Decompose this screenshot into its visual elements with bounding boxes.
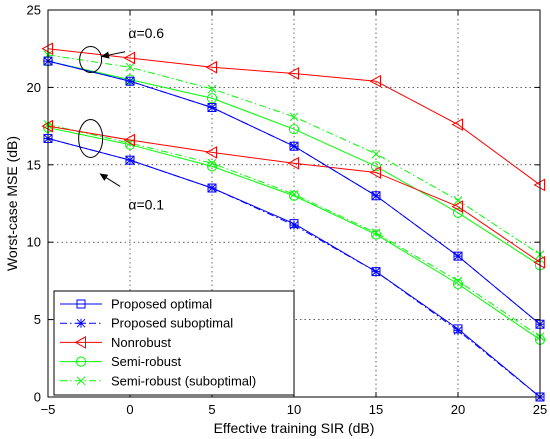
data-point	[452, 207, 464, 218]
annotation-ellipse	[78, 118, 104, 158]
annotation-ellipse	[79, 46, 103, 74]
y-tick-label: 20	[27, 80, 41, 95]
data-point	[453, 324, 463, 334]
x-tick-label: 25	[533, 402, 547, 417]
data-point	[453, 251, 463, 261]
data-point	[289, 219, 299, 229]
data-point	[206, 161, 218, 172]
arrow-head	[99, 173, 109, 181]
data-point	[287, 156, 299, 170]
data-point	[206, 93, 218, 104]
series-proposed-optimal	[43, 56, 545, 402]
data-point	[123, 133, 135, 147]
legend-label: Semi-robust	[111, 354, 181, 369]
legend-label: Semi-robust (suboptimal)	[111, 373, 256, 388]
data-point	[207, 183, 217, 193]
legend-label: Proposed optimal	[111, 297, 212, 312]
legend-entry: Nonrobust	[60, 335, 171, 350]
data-point	[125, 155, 135, 165]
data-point	[76, 299, 86, 309]
y-tick-label: 5	[34, 312, 41, 327]
data-point	[371, 191, 381, 201]
series-line	[47, 125, 541, 263]
y-tick-label: 25	[27, 3, 41, 18]
data-point	[370, 161, 382, 172]
x-axis-title: Effective training SIR (dB)	[214, 420, 375, 436]
data-point	[369, 166, 381, 179]
data-point	[288, 190, 300, 201]
annotation-label: α=0.6	[128, 25, 164, 41]
data-point	[371, 228, 381, 238]
series-line	[47, 138, 541, 398]
arrow-head	[100, 51, 110, 59]
legend-entry: Semi-robust (suboptimal)	[60, 373, 256, 388]
data-point	[371, 267, 381, 277]
data-point	[76, 318, 86, 328]
data-point	[205, 60, 217, 74]
data-point	[207, 158, 217, 168]
data-point	[289, 112, 299, 122]
legend-box	[53, 290, 295, 396]
data-point	[451, 200, 463, 213]
series-line	[47, 48, 541, 186]
x-tick-label: 5	[208, 402, 215, 417]
data-point	[123, 51, 135, 65]
data-point	[371, 149, 381, 159]
data-point	[287, 67, 299, 80]
data-point	[76, 376, 86, 386]
legend-entry: Proposed optimal	[60, 297, 212, 312]
data-point	[288, 124, 300, 135]
data-point	[125, 76, 135, 86]
y-tick-label: 10	[27, 235, 41, 250]
data-point	[370, 229, 382, 240]
y-tick-label: 0	[34, 390, 41, 405]
x-tick-label: 20	[451, 402, 465, 417]
x-tick-label: 15	[369, 402, 383, 417]
legend-entry: Proposed suboptimal	[60, 316, 233, 331]
x-tick-label: 10	[287, 402, 301, 417]
data-point	[205, 146, 217, 159]
legend-label: Proposed suboptimal	[111, 316, 233, 331]
legend-label: Nonrobust	[111, 335, 171, 350]
data-point	[451, 118, 463, 131]
data-point	[75, 356, 87, 367]
annotation-label: α=0.1	[128, 197, 164, 213]
data-point	[289, 220, 299, 230]
data-point	[74, 336, 86, 349]
data-point	[369, 74, 381, 88]
y-tick-label: 15	[27, 157, 41, 172]
y-axis-title: Worst-case MSE (dB)	[4, 136, 20, 271]
data-point	[453, 325, 463, 335]
data-point	[125, 62, 135, 72]
series-line	[47, 127, 541, 341]
data-point	[453, 276, 463, 286]
data-point	[452, 278, 464, 290]
x-tick-label: −5	[41, 402, 56, 417]
data-point	[289, 189, 299, 199]
x-tick-label: 0	[126, 402, 133, 417]
series-line	[47, 60, 541, 325]
data-point	[207, 84, 217, 94]
data-point	[207, 103, 217, 113]
data-point	[289, 141, 299, 151]
annotations: α=0.6 α=0.1	[78, 25, 164, 213]
legend: Proposed optimal Proposed suboptimal Nonro…	[53, 290, 295, 396]
legend-entry: Semi-robust	[60, 354, 181, 369]
data-point	[453, 196, 463, 205]
